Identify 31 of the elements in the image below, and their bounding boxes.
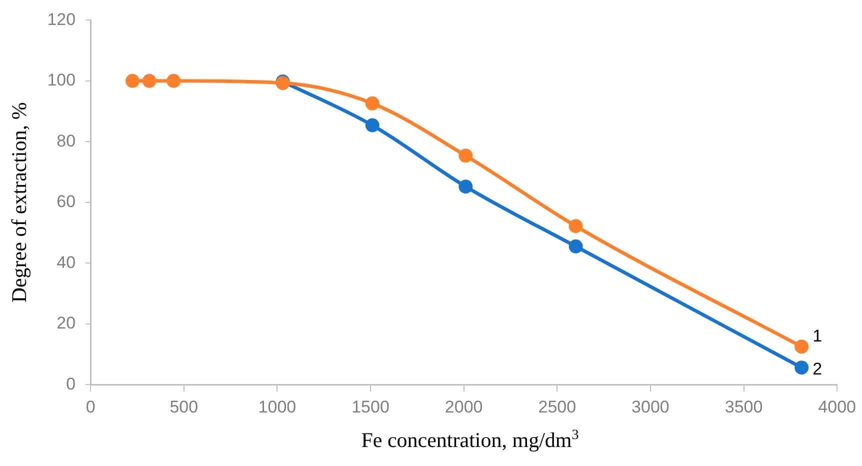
y-tick-label: 40: [56, 252, 76, 272]
series-label: 1: [812, 326, 822, 346]
point: [365, 96, 380, 110]
x-tick-label: 1000: [258, 397, 296, 416]
point: [126, 74, 140, 88]
y-tick-label: 80: [56, 131, 76, 150]
y-tick-label: 120: [47, 10, 76, 29]
y-tick-label: 0: [66, 374, 76, 394]
y-tick-label: 20: [56, 314, 76, 333]
x-tick-label: 3000: [632, 397, 670, 416]
x-axis-title: Fe concentration, mg/dm$^{3}$: [360, 428, 580, 453]
point: [568, 239, 583, 254]
point: [458, 148, 473, 163]
series-label: 2: [812, 359, 822, 378]
x-tick-label: 0: [86, 397, 96, 416]
point: [794, 340, 809, 354]
x-tick-label: 1500: [352, 397, 390, 416]
point: [365, 118, 380, 132]
point: [458, 180, 473, 194]
x-tick-label: 4000: [818, 397, 856, 416]
x-tick-label: 3500: [724, 397, 763, 416]
y-axis-title: Degree of extraction, %: [7, 102, 32, 303]
x-tick-label: 2000: [444, 397, 483, 416]
point: [142, 74, 156, 88]
y-tick-label: 100: [47, 70, 76, 90]
point: [166, 74, 181, 88]
point: [794, 360, 809, 375]
x-tick-label: 2500: [538, 397, 576, 416]
x-tick-label: 500: [170, 397, 198, 416]
y-tick-label: 60: [56, 192, 76, 212]
point: [568, 219, 583, 234]
